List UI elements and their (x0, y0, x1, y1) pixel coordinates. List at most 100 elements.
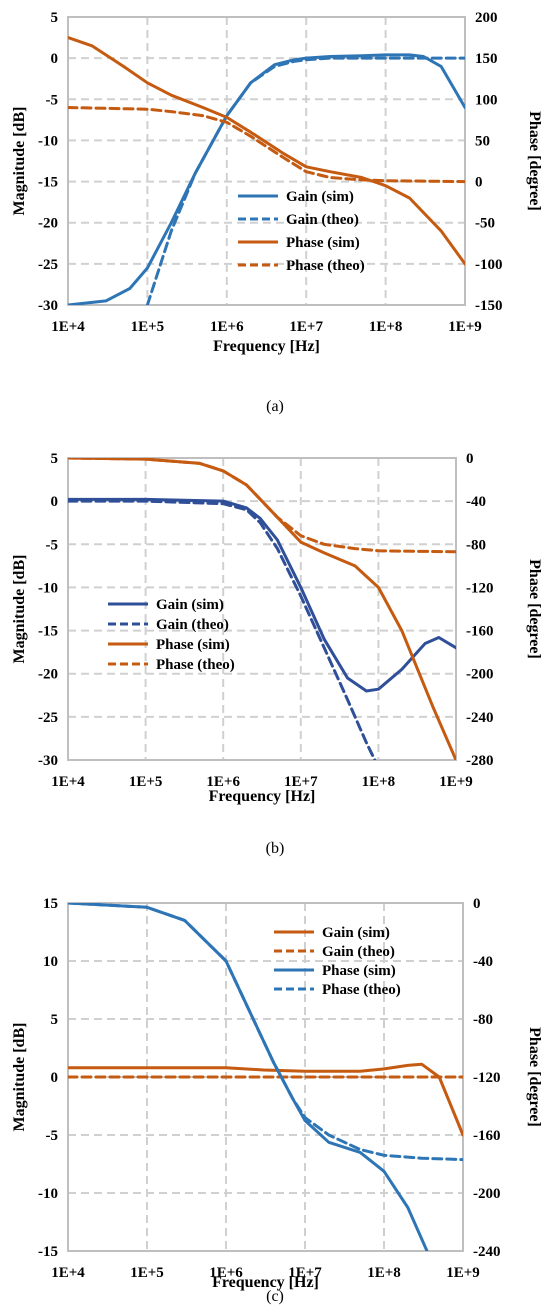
y-tick-label: 5 (51, 451, 59, 467)
y2-tick-label: -280 (466, 753, 494, 769)
chart-b: 5 0 -5 -10 -15 -20 -25 -30 0 -40 -80 -120 -160 -200 -2… (11, 451, 543, 805)
y-tick-label: -10 (38, 133, 58, 149)
series-line-gain-sim (68, 53, 465, 305)
series-line-gain-theo (68, 499, 377, 760)
legend-label: Phase (theo) (322, 982, 401, 998)
x-axis-title: Frequency [Hz] (213, 338, 320, 355)
y-tick-label: 10 (43, 954, 58, 970)
y-tick-label: 0 (51, 51, 59, 67)
y-tick-label: -20 (38, 667, 58, 683)
y2-axis-title: Phase [degree] (526, 559, 543, 659)
plot-frame (67, 457, 457, 761)
x-tick-label: 1E+5 (131, 319, 165, 335)
caption-a: (a) (266, 398, 284, 415)
y2-tick-label: -160 (473, 1128, 501, 1144)
y-axis-title: Magnitude [dB] (11, 1023, 28, 1132)
y-tick-label: -15 (38, 624, 58, 640)
x-tick-label: 1E+6 (210, 319, 244, 335)
y-tick-label: 5 (51, 10, 59, 26)
y2-tick-label: -120 (473, 1070, 501, 1086)
x-tick-label: 1E+5 (130, 1265, 164, 1281)
x-tick-label: 1E+7 (284, 774, 318, 790)
y2-tick-label: -240 (473, 1244, 501, 1260)
y2-tick-label: -80 (473, 1012, 493, 1028)
y-tick-label: -10 (38, 580, 58, 596)
y-tick-label: -30 (38, 298, 58, 314)
series-line-phase-sim (68, 36, 465, 266)
y2-tick-label: 150 (475, 51, 498, 67)
y2-axis-title: Phase [degree] (526, 1027, 543, 1127)
legend-label: Phase (sim) (286, 235, 360, 251)
y2-tick-label: 100 (475, 92, 498, 108)
x-tick-label: 1E+4 (51, 774, 85, 790)
chart-c: 15 10 5 0 -5 -10 -15 0 -40 -80 -120 -160 -200 -240 1E+… (11, 896, 543, 1291)
x-tick-label: 1E+8 (367, 1265, 401, 1281)
y2-tick-label: -150 (475, 298, 503, 314)
x-tick-label: 1E+9 (439, 774, 473, 790)
y2-tick-label: -160 (466, 624, 494, 640)
x-tick-label: 1E+7 (288, 1265, 322, 1281)
y-tick-label: -5 (46, 537, 59, 553)
plot-frame (67, 16, 466, 306)
chart-panel-a: 5 0 -5 -10 -15 -20 -25 -30 200 150 100 50 0 -50 -100 -1… (0, 0, 550, 430)
y2-tick-label: 0 (466, 451, 474, 467)
series-line-phase-theo (68, 458, 456, 554)
y-axis-title: Magnitude [dB] (11, 107, 28, 216)
y2-tick-label: -200 (473, 1186, 501, 1202)
series-line-phase-theo (68, 903, 463, 1162)
x-tick-label: 1E+8 (369, 319, 403, 335)
x-tick-label: 1E+6 (206, 774, 240, 790)
caption-c: (c) (266, 1288, 284, 1305)
y-tick-label: 0 (51, 494, 59, 510)
y-tick-label: 15 (43, 896, 58, 912)
legend-label: Phase (theo) (156, 657, 235, 673)
y-tick-label: -10 (38, 1186, 58, 1202)
y-tick-label: 5 (51, 1012, 59, 1028)
y-tick-label: 0 (51, 1070, 59, 1086)
x-axis-title: Frequency [Hz] (212, 1274, 319, 1291)
legend-label: Gain (sim) (156, 597, 224, 613)
legend-label: Phase (sim) (156, 637, 230, 653)
y2-tick-label: 0 (473, 896, 481, 912)
series-line-gain-sim (68, 497, 456, 693)
y2-tick-label: 50 (475, 133, 490, 149)
chart-panel-c: 15 10 5 0 -5 -10 -15 0 -40 -80 -120 -160 -200 -240 1E+… (0, 878, 550, 1315)
legend-label: Gain (sim) (286, 189, 354, 205)
x-tick-label: 1E+4 (51, 1265, 85, 1281)
x-tick-label: 1E+9 (446, 1265, 480, 1281)
y-tick-label: -5 (46, 1128, 59, 1144)
chart-a: 50-5-10-15-20-25-30200150100500-50-100-1… (11, 10, 543, 355)
legend: Gain (sim) Gain (theo) Phase (sim) Phase (t… (238, 189, 365, 274)
series-line-gain-theo (145, 56, 465, 305)
x-tick-label: 1E+9 (448, 319, 482, 335)
y2-tick-label: -80 (466, 537, 486, 553)
legend: Gain (sim) Gain (theo) Phase (sim) Phase (t… (108, 597, 235, 673)
caption-b: (b) (265, 840, 285, 857)
legend-label: Phase (sim) (322, 963, 396, 979)
y2-tick-label: -40 (466, 494, 486, 510)
y2-tick-label: -40 (473, 954, 493, 970)
series-line-phase-sim (68, 458, 456, 760)
legend-label: Gain (theo) (156, 617, 229, 633)
chart-panel-b: 5 0 -5 -10 -15 -20 -25 -30 0 -40 -80 -120 -160 -200 -2… (0, 440, 550, 865)
y-axis-title: Magnitude [dB] (11, 555, 28, 664)
legend-label: Gain (theo) (322, 944, 395, 960)
y2-tick-label: -100 (475, 257, 503, 273)
y-tick-label: -25 (38, 257, 58, 273)
y-tick-label: -25 (38, 710, 58, 726)
y-tick-label: -15 (38, 1244, 58, 1260)
x-tick-label: 1E+4 (51, 319, 85, 335)
y-tick-label: -20 (38, 216, 58, 232)
x-tick-label: 1E+5 (129, 774, 163, 790)
y2-tick-label: 200 (475, 10, 498, 26)
legend: Gain (sim) Gain (theo) Phase (sim) Phase (t… (274, 925, 401, 998)
x-tick-label: 1E+6 (209, 1265, 243, 1281)
x-tick-label: 1E+8 (362, 774, 396, 790)
legend-label: Gain (theo) (286, 212, 359, 228)
y2-axis-title: Phase [degree] (526, 111, 543, 211)
series-line-gain-sim (68, 1062, 463, 1137)
y2-tick-label: -200 (466, 667, 494, 683)
y-tick-label: -30 (38, 753, 58, 769)
y2-tick-label: -240 (466, 710, 494, 726)
x-axis-title: Frequency [Hz] (209, 788, 316, 805)
